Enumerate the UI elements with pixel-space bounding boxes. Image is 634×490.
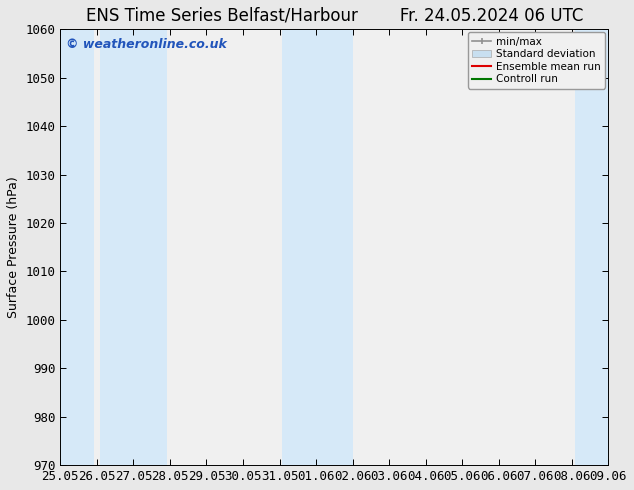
Bar — [60, 29, 94, 465]
Bar — [283, 29, 353, 465]
Y-axis label: Surface Pressure (hPa): Surface Pressure (hPa) — [7, 176, 20, 318]
Legend: min/max, Standard deviation, Ensemble mean run, Controll run: min/max, Standard deviation, Ensemble me… — [468, 32, 605, 89]
Title: ENS Time Series Belfast/Harbour        Fr. 24.05.2024 06 UTC: ENS Time Series Belfast/Harbour Fr. 24.0… — [86, 7, 583, 25]
Bar — [574, 29, 608, 465]
Text: © weatheronline.co.uk: © weatheronline.co.uk — [66, 38, 227, 51]
Bar — [100, 29, 167, 465]
